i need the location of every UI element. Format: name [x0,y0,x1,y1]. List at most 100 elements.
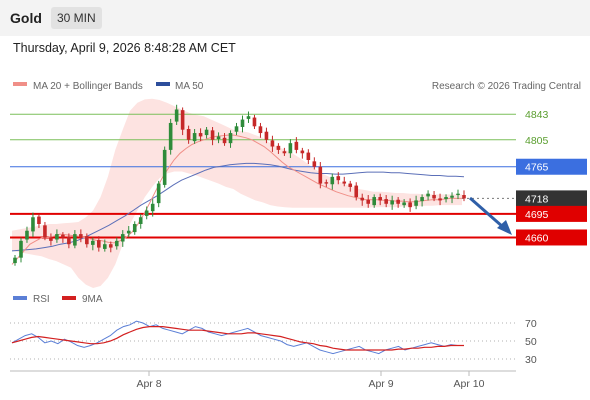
candle-body [426,193,430,197]
candle-body [234,126,239,132]
bollinger-band-area [12,98,462,288]
candle-body [366,199,371,204]
candle-body [336,176,341,181]
timeframe-button[interactable]: 30 MIN [51,7,102,29]
candle-body [450,195,454,198]
candle-body [456,193,460,196]
candle-body [414,200,418,206]
candle-body [97,240,101,248]
rsi-ma-legend-label: 9MA [82,294,103,305]
candle-body [103,244,107,249]
time-tick-label: Apr 10 [454,378,485,390]
candle-body [19,240,23,258]
candle-body [85,236,89,245]
rsi-legend-label: RSI [33,294,50,305]
candle-body [396,199,400,204]
price-levels: 4843 4805 4765 4718 4695 4660 [10,109,587,246]
level-tag-4718 [516,190,587,207]
candle-body [390,200,394,205]
level-label-4660: 4660 [525,232,549,244]
candle-body [174,109,179,122]
candle-body [318,166,323,184]
candle-body [252,117,257,127]
candle-body [342,181,347,184]
ma50-legend-swatch [156,82,170,86]
candle-body [300,150,305,154]
candle-body [79,234,83,238]
rsi-tick-30: 30 [525,354,537,366]
candle-body [204,129,209,136]
candle-body [432,195,436,199]
candle-body [420,197,424,202]
candle-body [444,197,448,200]
candle-body [324,182,329,184]
candle-body [67,236,71,245]
ma50-legend-label: MA 50 [175,81,204,92]
header-bar: Gold 30 MIN [0,0,590,36]
candle-body [186,129,191,140]
candle-body [138,217,143,224]
candle-body [438,198,442,201]
rsi-legend-swatch [13,296,27,300]
candle-body [49,237,53,241]
candle-body [156,183,161,204]
candle-body [288,143,293,154]
level-label-4805: 4805 [525,135,549,147]
candle-body [108,244,113,248]
candle-body [162,149,167,185]
level-label-4695: 4695 [525,209,549,221]
candle-body [126,230,131,234]
candlesticks [13,104,466,266]
candle-body [294,141,299,150]
time-tick-label: Apr 8 [136,378,161,390]
candle-body [276,145,281,150]
candle-body [210,130,215,140]
candle-body [91,240,95,245]
rsi-tick-50: 50 [525,336,537,348]
candle-body [246,116,251,119]
candle-body [330,176,335,185]
candle-body [180,110,185,130]
rsi-series-RSI [11,320,464,355]
candle-body [228,133,233,144]
candle-body [372,197,376,206]
level-label-4843: 4843 [525,109,549,121]
candle-body [73,234,77,246]
candle-body [264,131,269,140]
candle-body [198,133,203,137]
candle-body [270,140,275,147]
candle-body [61,234,65,238]
candle-body [216,136,221,140]
candle-body [25,230,29,240]
candle-body [354,185,359,198]
rsi-ma-legend-swatch [62,296,76,300]
candle-body [150,203,155,212]
candle-body [258,126,263,134]
bb-legend-swatch [13,82,27,86]
level-tag-4765 [516,158,587,175]
candle-body [282,151,287,154]
level-label-4718: 4718 [525,193,549,205]
candle-body [222,137,227,144]
candle-body [378,197,382,201]
time-tick-label: Apr 9 [368,378,393,390]
candle-body [360,197,365,201]
timestamp: Thursday, April 9, 2026 8:48:28 AM CET [13,41,236,55]
level-tag-4695 [516,205,587,222]
candle-body [132,224,137,233]
candle-body [55,234,59,240]
credit-text: Research © 2026 Trading Central [432,81,581,92]
bollinger-band [12,98,462,288]
asset-title: Gold [10,10,42,26]
candle-body [348,183,353,187]
time-axis: Apr 8 Apr 9 Apr 10 [136,371,485,390]
candle-body [192,133,197,142]
candle-body [402,202,406,206]
level-label-4765: 4765 [525,162,549,174]
candle-body [144,210,149,216]
rsi-tick-70: 70 [525,318,537,330]
candle-body [13,257,17,264]
level-tag-4660 [516,229,587,246]
candle-body [312,161,317,167]
